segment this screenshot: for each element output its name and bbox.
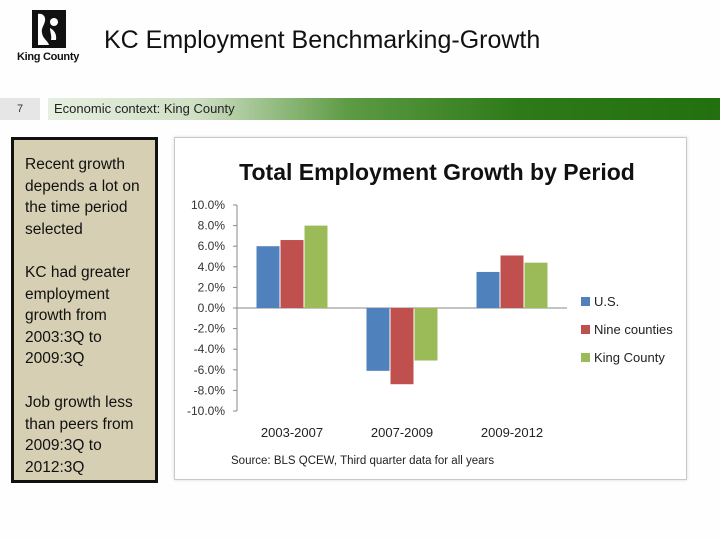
y-tick-label: 4.0%	[198, 260, 226, 274]
bar-u-s--2009-2012	[476, 271, 500, 308]
bar-u-s--2003-2007	[256, 246, 280, 308]
legend-label: U.S.	[594, 294, 619, 309]
y-tick-label: -8.0%	[194, 383, 226, 397]
y-tick-label: -2.0%	[194, 322, 226, 336]
summary-paragraph-2: KC had greater employment growth from 20…	[25, 264, 131, 367]
chart-frame: Total Employment Growth by Period 10.0% 8.…	[174, 137, 687, 480]
y-tick-label: 6.0%	[198, 239, 226, 253]
slide-number: 7	[0, 98, 40, 120]
summary-paragraph-1: Recent growth depends a lot on the time …	[25, 156, 140, 238]
section-banner	[48, 98, 720, 120]
context-label: Economic context: King County	[54, 101, 235, 116]
bar-u-s--2007-2009	[366, 308, 390, 371]
summary-box: Recent growth depends a lot on the time …	[11, 137, 158, 483]
bar-king-county-2007-2009	[414, 308, 438, 361]
y-tick-label: -4.0%	[194, 342, 226, 356]
y-tick-label: -10.0%	[187, 404, 225, 418]
x-category-label: 2003-2007	[261, 425, 323, 440]
legend-swatch	[581, 297, 590, 306]
bar-nine-counties-2009-2012	[500, 255, 524, 308]
chart-source-note: Source: BLS QCEW, Third quarter data for…	[231, 455, 494, 467]
y-tick-label: 0.0%	[198, 301, 226, 315]
y-tick-label: -6.0%	[194, 363, 226, 377]
bar-king-county-2003-2007	[304, 225, 328, 308]
legend-swatch	[581, 353, 590, 362]
section-bar: 7 Economic context: King County	[0, 98, 720, 120]
y-tick-label: 8.0%	[198, 219, 226, 233]
y-tick-label: 2.0%	[198, 280, 226, 294]
legend-label: Nine counties	[594, 322, 673, 337]
x-category-label: 2009-2012	[481, 425, 543, 440]
x-category-label: 2007-2009	[371, 425, 433, 440]
king-county-logo-icon	[32, 10, 66, 48]
king-county-logo: King County	[8, 10, 88, 68]
legend-swatch	[581, 325, 590, 334]
bar-nine-counties-2007-2009	[390, 308, 414, 385]
logo-text: King County	[16, 51, 80, 63]
legend-label: King County	[594, 350, 665, 365]
chart-title: Total Employment Growth by Period	[239, 159, 635, 185]
summary-paragraph-3: Job growth less than peers from 2009:3Q …	[25, 394, 134, 476]
y-tick-label: 10.0%	[191, 198, 225, 212]
bar-king-county-2009-2012	[524, 262, 548, 308]
employment-growth-chart: Total Employment Growth by Period 10.0% 8.…	[187, 159, 673, 467]
bar-nine-counties-2003-2007	[280, 240, 304, 308]
page-title: KC Employment Benchmarking-Growth	[104, 26, 541, 54]
